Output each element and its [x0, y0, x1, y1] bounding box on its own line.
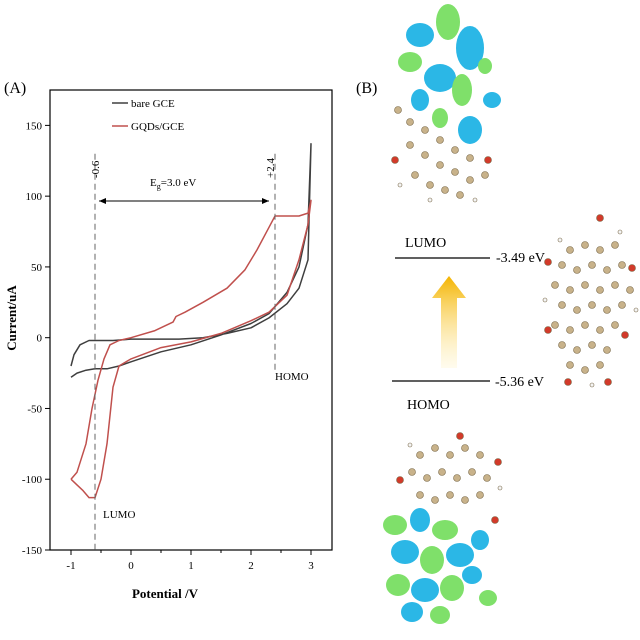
x-tick-label: -1 — [66, 560, 75, 572]
y-tick-labels: 150 100 50 0 -50 -100 -150 — [22, 120, 43, 557]
band-gap-annotation: Eg=3.0 eV -0.6 +2.4 LUMO HOMO — [90, 158, 309, 521]
energy-diagram: LUMO HOMO -3.49 eV -5.36 eV — [383, 4, 639, 624]
lumo-cv-label: LUMO — [103, 509, 135, 521]
homo-level-label: HOMO — [407, 398, 450, 413]
homo-potential-label: +2.4 — [265, 158, 277, 178]
lumo-orbital-structure — [391, 4, 501, 203]
x-tick-label: 2 — [248, 560, 254, 572]
legend-label-gqds-gce: GQDs/GCE — [131, 121, 184, 133]
panel-a-label: (A) — [4, 80, 26, 97]
homo-orbital-structure — [383, 432, 503, 624]
gap-arrow-left — [99, 198, 106, 204]
panel-b-label: (B) — [356, 80, 377, 97]
plot-frame — [49, 89, 333, 551]
x-tick-labels: -1 0 1 2 3 — [66, 560, 314, 572]
y-tick-label: -150 — [22, 545, 43, 557]
y-tick-label: -50 — [27, 403, 42, 415]
y-axis-label: Current/uA — [4, 285, 19, 351]
gap-text: Eg=3.0 eV — [150, 177, 196, 191]
level-lines — [94, 153, 276, 550]
gap-arrow-right — [262, 198, 269, 204]
homo-atoms — [396, 432, 503, 524]
cv-chart: 150 100 50 0 -50 -100 -150 -1 0 1 2 3 Potential /V… — [4, 89, 333, 601]
homo-lobes — [383, 508, 497, 624]
y-tick-label: 100 — [26, 191, 43, 203]
legend: bare GCE GQDs/GCE — [112, 98, 184, 133]
series-line-gqds-gce — [70, 199, 312, 499]
lumo-level-label: LUMO — [405, 236, 446, 251]
lumo-lobes — [398, 4, 501, 144]
axis-ticks — [45, 124, 312, 555]
x-tick-label: 0 — [128, 560, 134, 572]
excitation-arrow — [432, 276, 466, 368]
lumo-energy-value: -3.49 eV — [496, 251, 545, 266]
x-tick-label: 1 — [188, 560, 194, 572]
y-tick-label: 50 — [31, 262, 43, 274]
x-tick-label: 3 — [308, 560, 314, 572]
lumo-atoms — [391, 106, 492, 203]
y-tick-label: 0 — [37, 333, 43, 345]
series-layer — [70, 143, 312, 499]
legend-label-bare-gce: bare GCE — [131, 98, 175, 110]
gqd-molecule — [542, 214, 639, 388]
lumo-potential-label: -0.6 — [90, 160, 102, 178]
x-axis-label: Potential /V — [132, 586, 199, 601]
homo-energy-value: -5.36 eV — [495, 375, 544, 390]
y-tick-label: -100 — [22, 474, 43, 486]
y-tick-label: 150 — [26, 120, 43, 132]
homo-cv-label: HOMO — [275, 371, 309, 383]
